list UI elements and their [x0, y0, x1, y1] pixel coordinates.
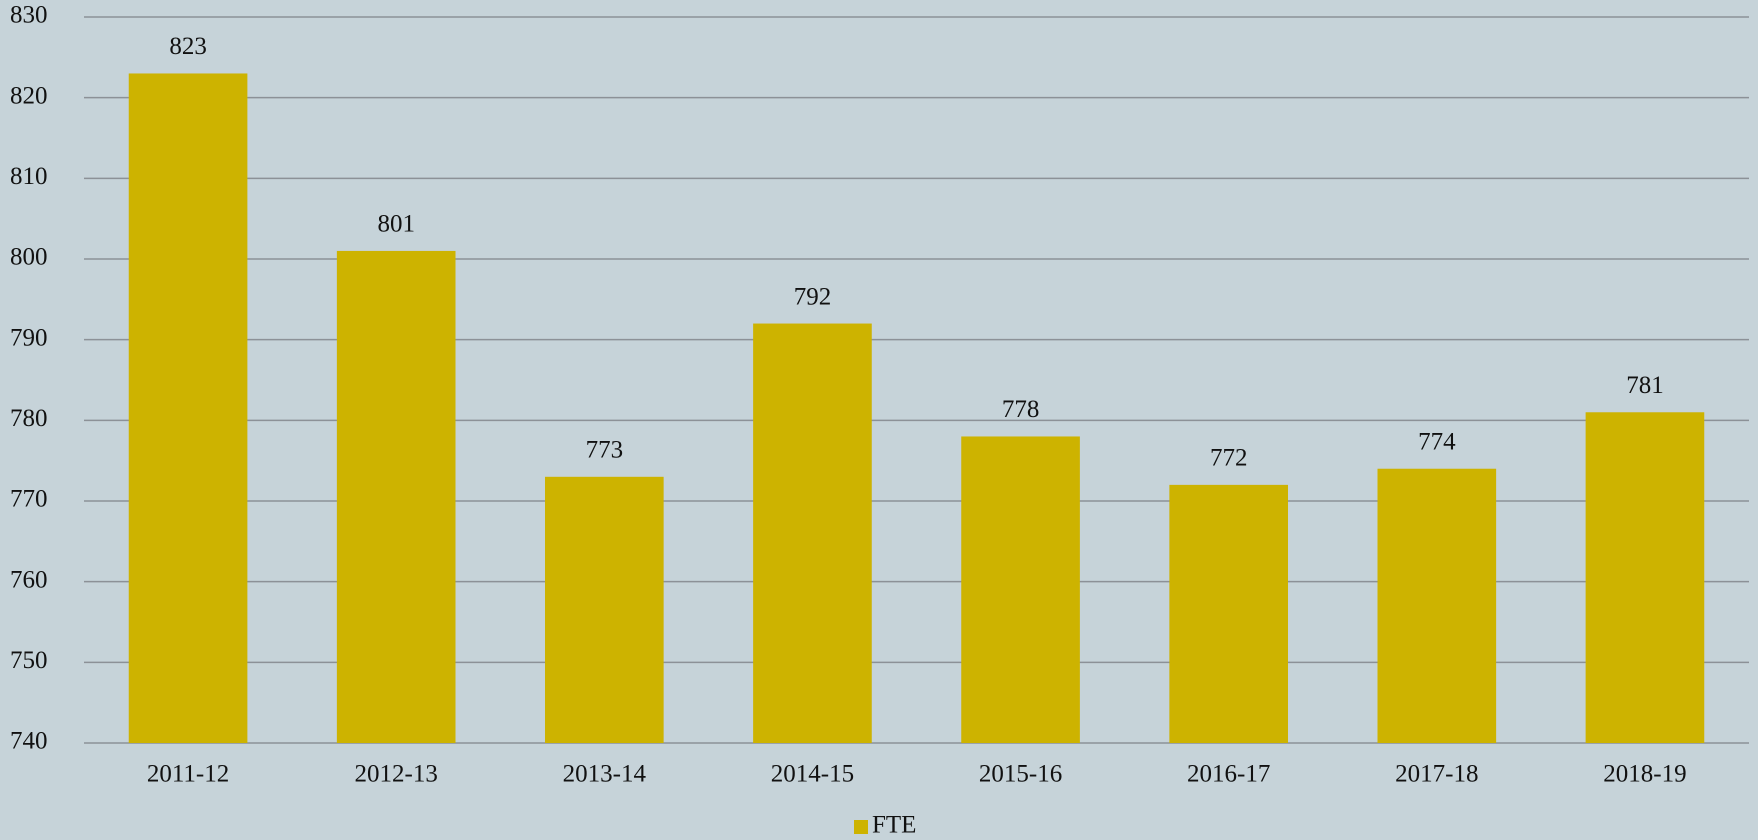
x-tick-label: 2014-15	[771, 761, 854, 788]
x-tick-label: 2017-18	[1395, 761, 1478, 788]
bar	[961, 436, 1080, 743]
data-label: 801	[377, 211, 415, 238]
y-tick-label: 830	[10, 2, 48, 29]
y-tick-label: 740	[10, 728, 48, 755]
data-label: 773	[586, 437, 624, 464]
bar	[336, 250, 456, 743]
bar	[544, 476, 664, 743]
y-tick-label: 780	[10, 405, 48, 432]
x-tick-label: 2015-16	[979, 761, 1062, 788]
x-tick-label: 2013-14	[563, 761, 647, 788]
bar	[1585, 412, 1705, 743]
data-label: 778	[1002, 396, 1040, 423]
y-tick-label: 750	[10, 647, 48, 674]
x-tick-label: 2018-19	[1603, 761, 1686, 788]
bar	[753, 323, 872, 743]
y-tick-label: 790	[10, 324, 48, 351]
legend-swatch	[854, 820, 868, 834]
y-tick-label: 810	[10, 163, 48, 190]
y-tick-label: 820	[10, 82, 48, 109]
bar	[1169, 484, 1289, 743]
y-tick-label: 800	[10, 244, 48, 271]
data-label: 774	[1418, 428, 1456, 455]
data-label: 772	[1210, 445, 1248, 472]
x-tick-label: 2012-13	[355, 761, 438, 788]
data-label: 823	[169, 33, 207, 60]
y-tick-label: 760	[10, 566, 48, 593]
x-tick-label: 2011-12	[147, 761, 229, 788]
bar	[1377, 468, 1497, 743]
bar	[128, 73, 248, 743]
legend-label: FTE	[872, 812, 916, 839]
data-label: 781	[1626, 372, 1664, 399]
data-label: 792	[794, 283, 832, 310]
x-tick-label: 2016-17	[1187, 761, 1270, 788]
y-tick-label: 770	[10, 486, 48, 513]
